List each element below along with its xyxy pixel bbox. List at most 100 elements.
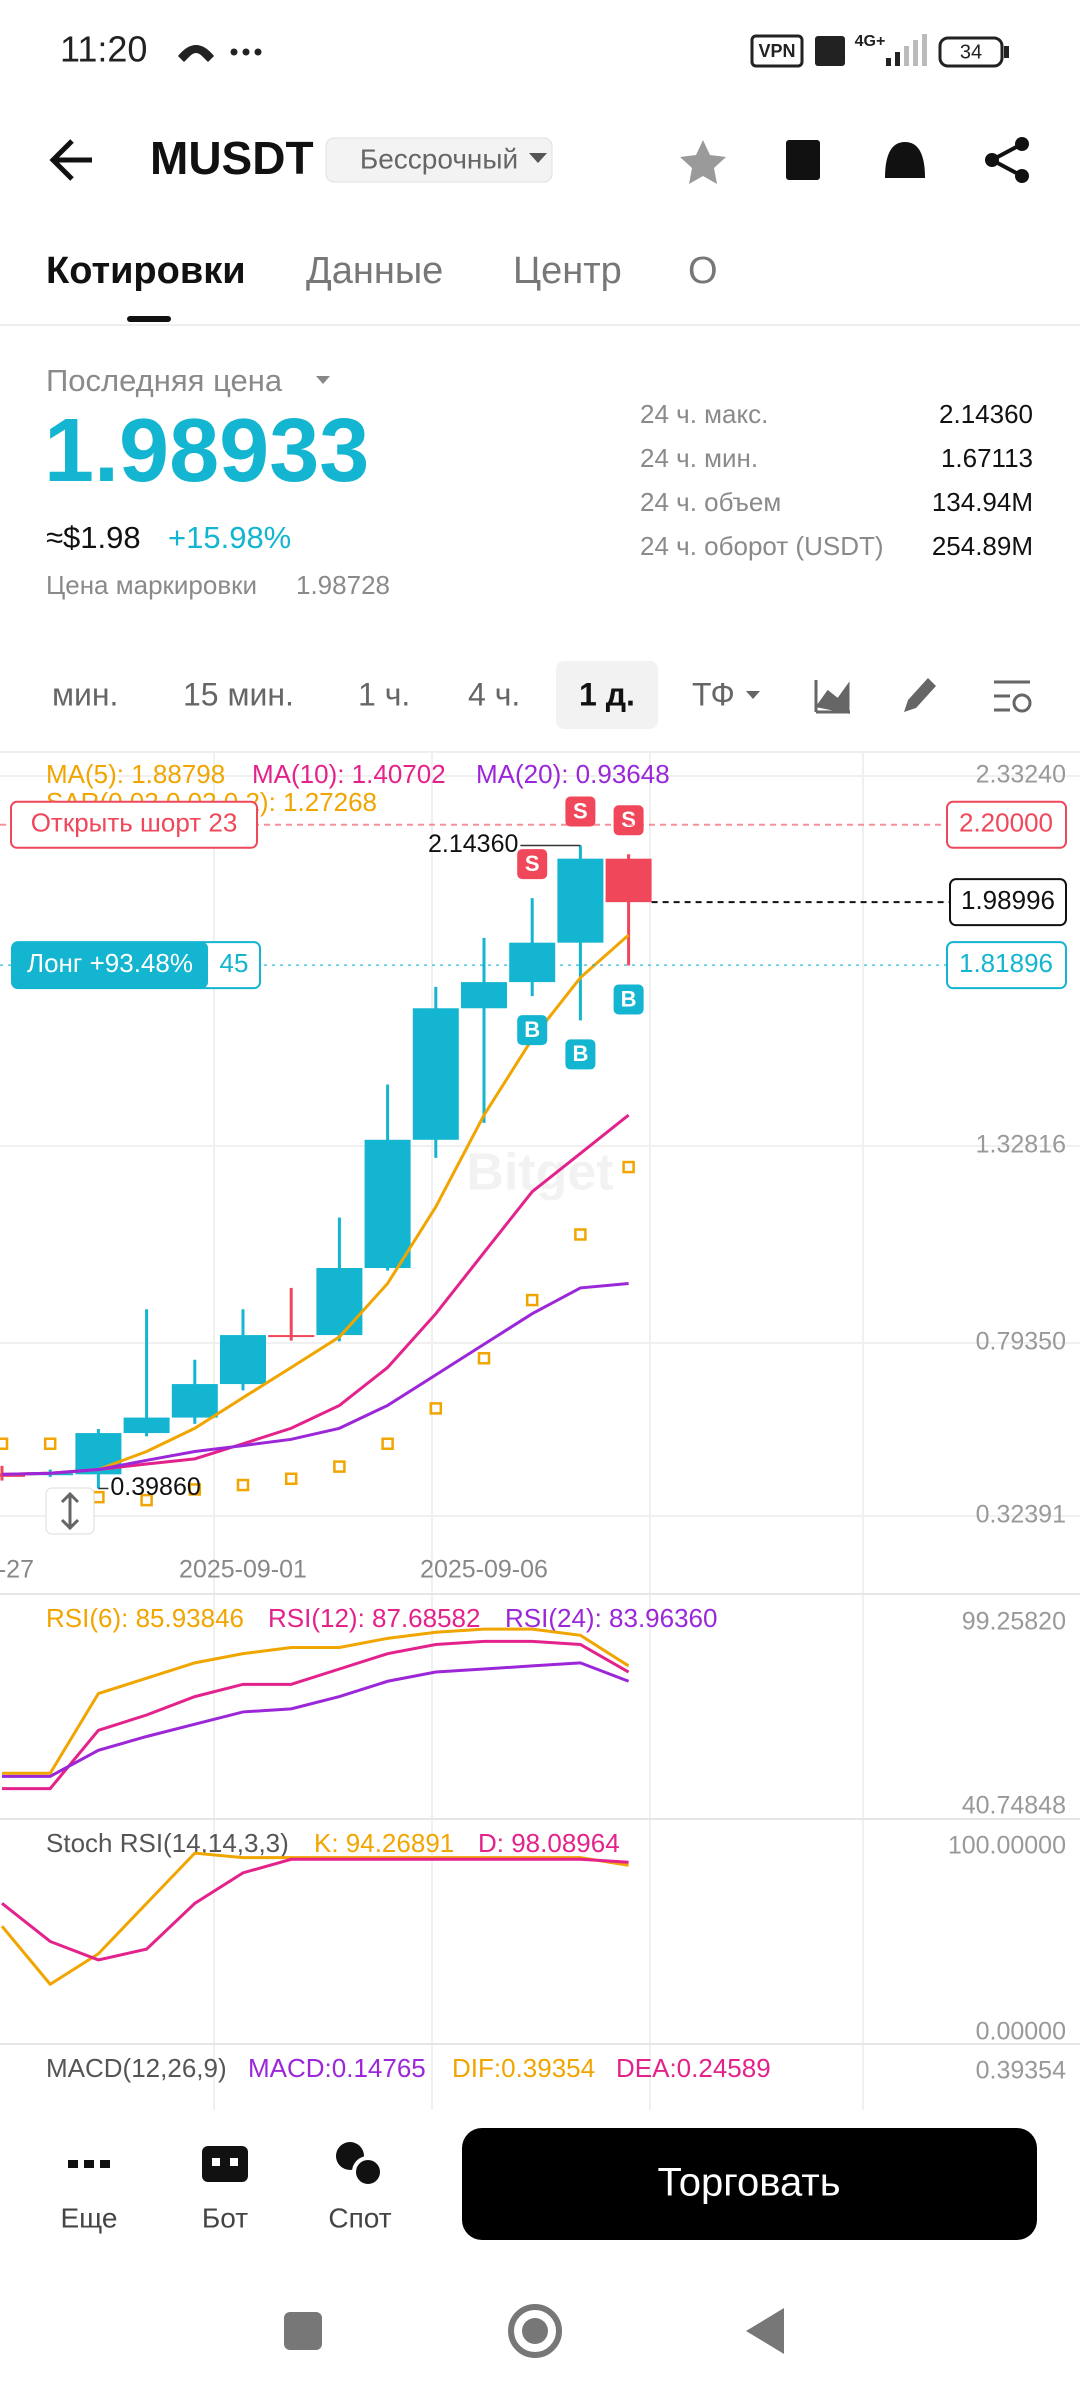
candle-body (364, 1139, 411, 1269)
interval[interactable]: мин. (52, 676, 118, 712)
candle-body (412, 1008, 459, 1140)
low-annotation: 0.39860 (110, 1473, 200, 1501)
trade-button-label: Торговать (657, 2161, 840, 2205)
symbol: MUSDT (150, 132, 314, 184)
short-order-label: Открыть шорт 23 (31, 808, 238, 838)
status-time: 11:20 (60, 29, 147, 70)
trade-button[interactable] (462, 2128, 1037, 2240)
stats: 24 ч. макс. 2.14360 24 ч. мин. 1.67113 2… (640, 399, 1033, 561)
interval[interactable]: ТФ (692, 676, 735, 712)
y-tick-label: 40.74848 (962, 1792, 1066, 1820)
stat-value: 1.67113 (941, 443, 1033, 473)
contract-caret[interactable] (529, 153, 547, 163)
legend-entry: DEA:0.24589 (616, 2053, 771, 2083)
stat-label: 24 ч. макс. (640, 399, 768, 429)
signal-label: B (621, 986, 637, 1011)
chart-type-icon[interactable] (814, 680, 850, 714)
sar-dot (477, 1352, 491, 1365)
favorite-icon[interactable] (680, 140, 726, 184)
candle-body (605, 858, 652, 903)
nav-back[interactable] (746, 2308, 784, 2354)
long-position-label: Лонг +93.48% (27, 948, 193, 978)
contract-pill[interactable] (325, 137, 553, 183)
tab[interactable]: О (688, 250, 718, 292)
stat-label: 24 ч. мин. (640, 443, 758, 473)
legend-entry: RSI(6): 85.93846 (46, 1603, 244, 1633)
nav-home[interactable] (508, 2304, 562, 2358)
notes-icon[interactable] (786, 140, 820, 180)
panel-title: MACD(12,26,9) (46, 2053, 227, 2083)
last-price-label: 1.98996 (961, 885, 1055, 915)
panel-separators (0, 1593, 1080, 2045)
signal-badge (517, 849, 548, 880)
interval[interactable]: 4 ч. (468, 676, 520, 712)
footer-label[interactable]: Еще (61, 2202, 118, 2233)
vpn-label: VPN (758, 41, 795, 61)
dot (230, 48, 238, 56)
series-line (1, 1857, 629, 1962)
signal-badge (613, 805, 644, 836)
x-tick-label: 08-27 (0, 1556, 34, 1584)
tab[interactable]: Данные (306, 250, 443, 292)
more-icon[interactable] (68, 2160, 110, 2168)
footer-label[interactable]: Бот (202, 2202, 248, 2233)
charts: 2.33240 1.32816 0.79350 0.32391 08-27 2025-09… (0, 759, 1080, 2085)
candle-body (171, 1384, 218, 1418)
back-button[interactable] (49, 139, 92, 181)
vpn-box (750, 34, 804, 68)
y-tick-label: 2.33240 (976, 761, 1066, 789)
series-line (2, 1627, 630, 1775)
sar-dot (0, 1437, 9, 1451)
x-tick-label: 2025-09-01 (179, 1556, 307, 1584)
legend-entry: MA(5): 1.88798 (46, 759, 225, 789)
network-label: 4G+ (855, 33, 886, 50)
sar-dot (525, 1293, 539, 1307)
bot-icon[interactable] (202, 2146, 248, 2182)
legend-entry: MA(10): 1.40702 (252, 759, 446, 789)
interval-selected[interactable] (556, 661, 658, 729)
long-position-fill (12, 942, 208, 989)
battery (938, 36, 1004, 68)
sar-dot (43, 1437, 57, 1451)
sar-dot (574, 1228, 587, 1241)
price-caret[interactable] (316, 376, 330, 384)
interval[interactable]: 15 мин. (183, 676, 294, 712)
nav-recents[interactable] (284, 2312, 322, 2350)
last-price: 1.98933 (44, 401, 369, 501)
contract-type: Бессрочный (360, 143, 518, 174)
legend-entry: K: 94.26891 (314, 1828, 454, 1858)
settings-icon[interactable] (994, 680, 1032, 713)
usd-price: ≈$1.98 (46, 520, 141, 555)
tab[interactable]: Котировки (46, 250, 246, 292)
candle-body (557, 858, 604, 943)
series-line (1, 1281, 629, 1476)
y-tick-label: 0.32391 (976, 1501, 1066, 1529)
signal-label: B (572, 1041, 588, 1066)
tf-caret[interactable] (746, 691, 760, 699)
mark-price: 1.98728 (296, 570, 390, 600)
sar-dot (381, 1437, 394, 1451)
battery-level: 34 (960, 41, 982, 63)
candle-body (220, 1335, 266, 1385)
alert-icon[interactable] (885, 142, 925, 178)
y-tick-label: 1.32816 (976, 1131, 1066, 1159)
short-order-price-box (946, 800, 1067, 849)
legend-entry: MA(20): 0.93648 (476, 759, 670, 789)
signal-label: S (525, 851, 540, 876)
tab[interactable]: Центр (513, 250, 622, 292)
candle-body (123, 1417, 170, 1434)
sar-dot (333, 1460, 346, 1473)
legend-entry: DIF:0.39354 (452, 2053, 595, 2083)
interval[interactable]: 1 ч. (358, 676, 410, 712)
mark-label: Цена маркировки (46, 570, 257, 600)
footer-label[interactable]: Спот (328, 2202, 391, 2233)
y-tick-label: 100.00000 (948, 1832, 1066, 1860)
interval[interactable]: 1 д. (579, 676, 635, 712)
signal-badge (517, 1015, 548, 1046)
last-price-box (949, 878, 1067, 927)
volte-icon (815, 36, 845, 66)
draw-icon[interactable] (904, 678, 936, 712)
call-icon (178, 45, 214, 62)
